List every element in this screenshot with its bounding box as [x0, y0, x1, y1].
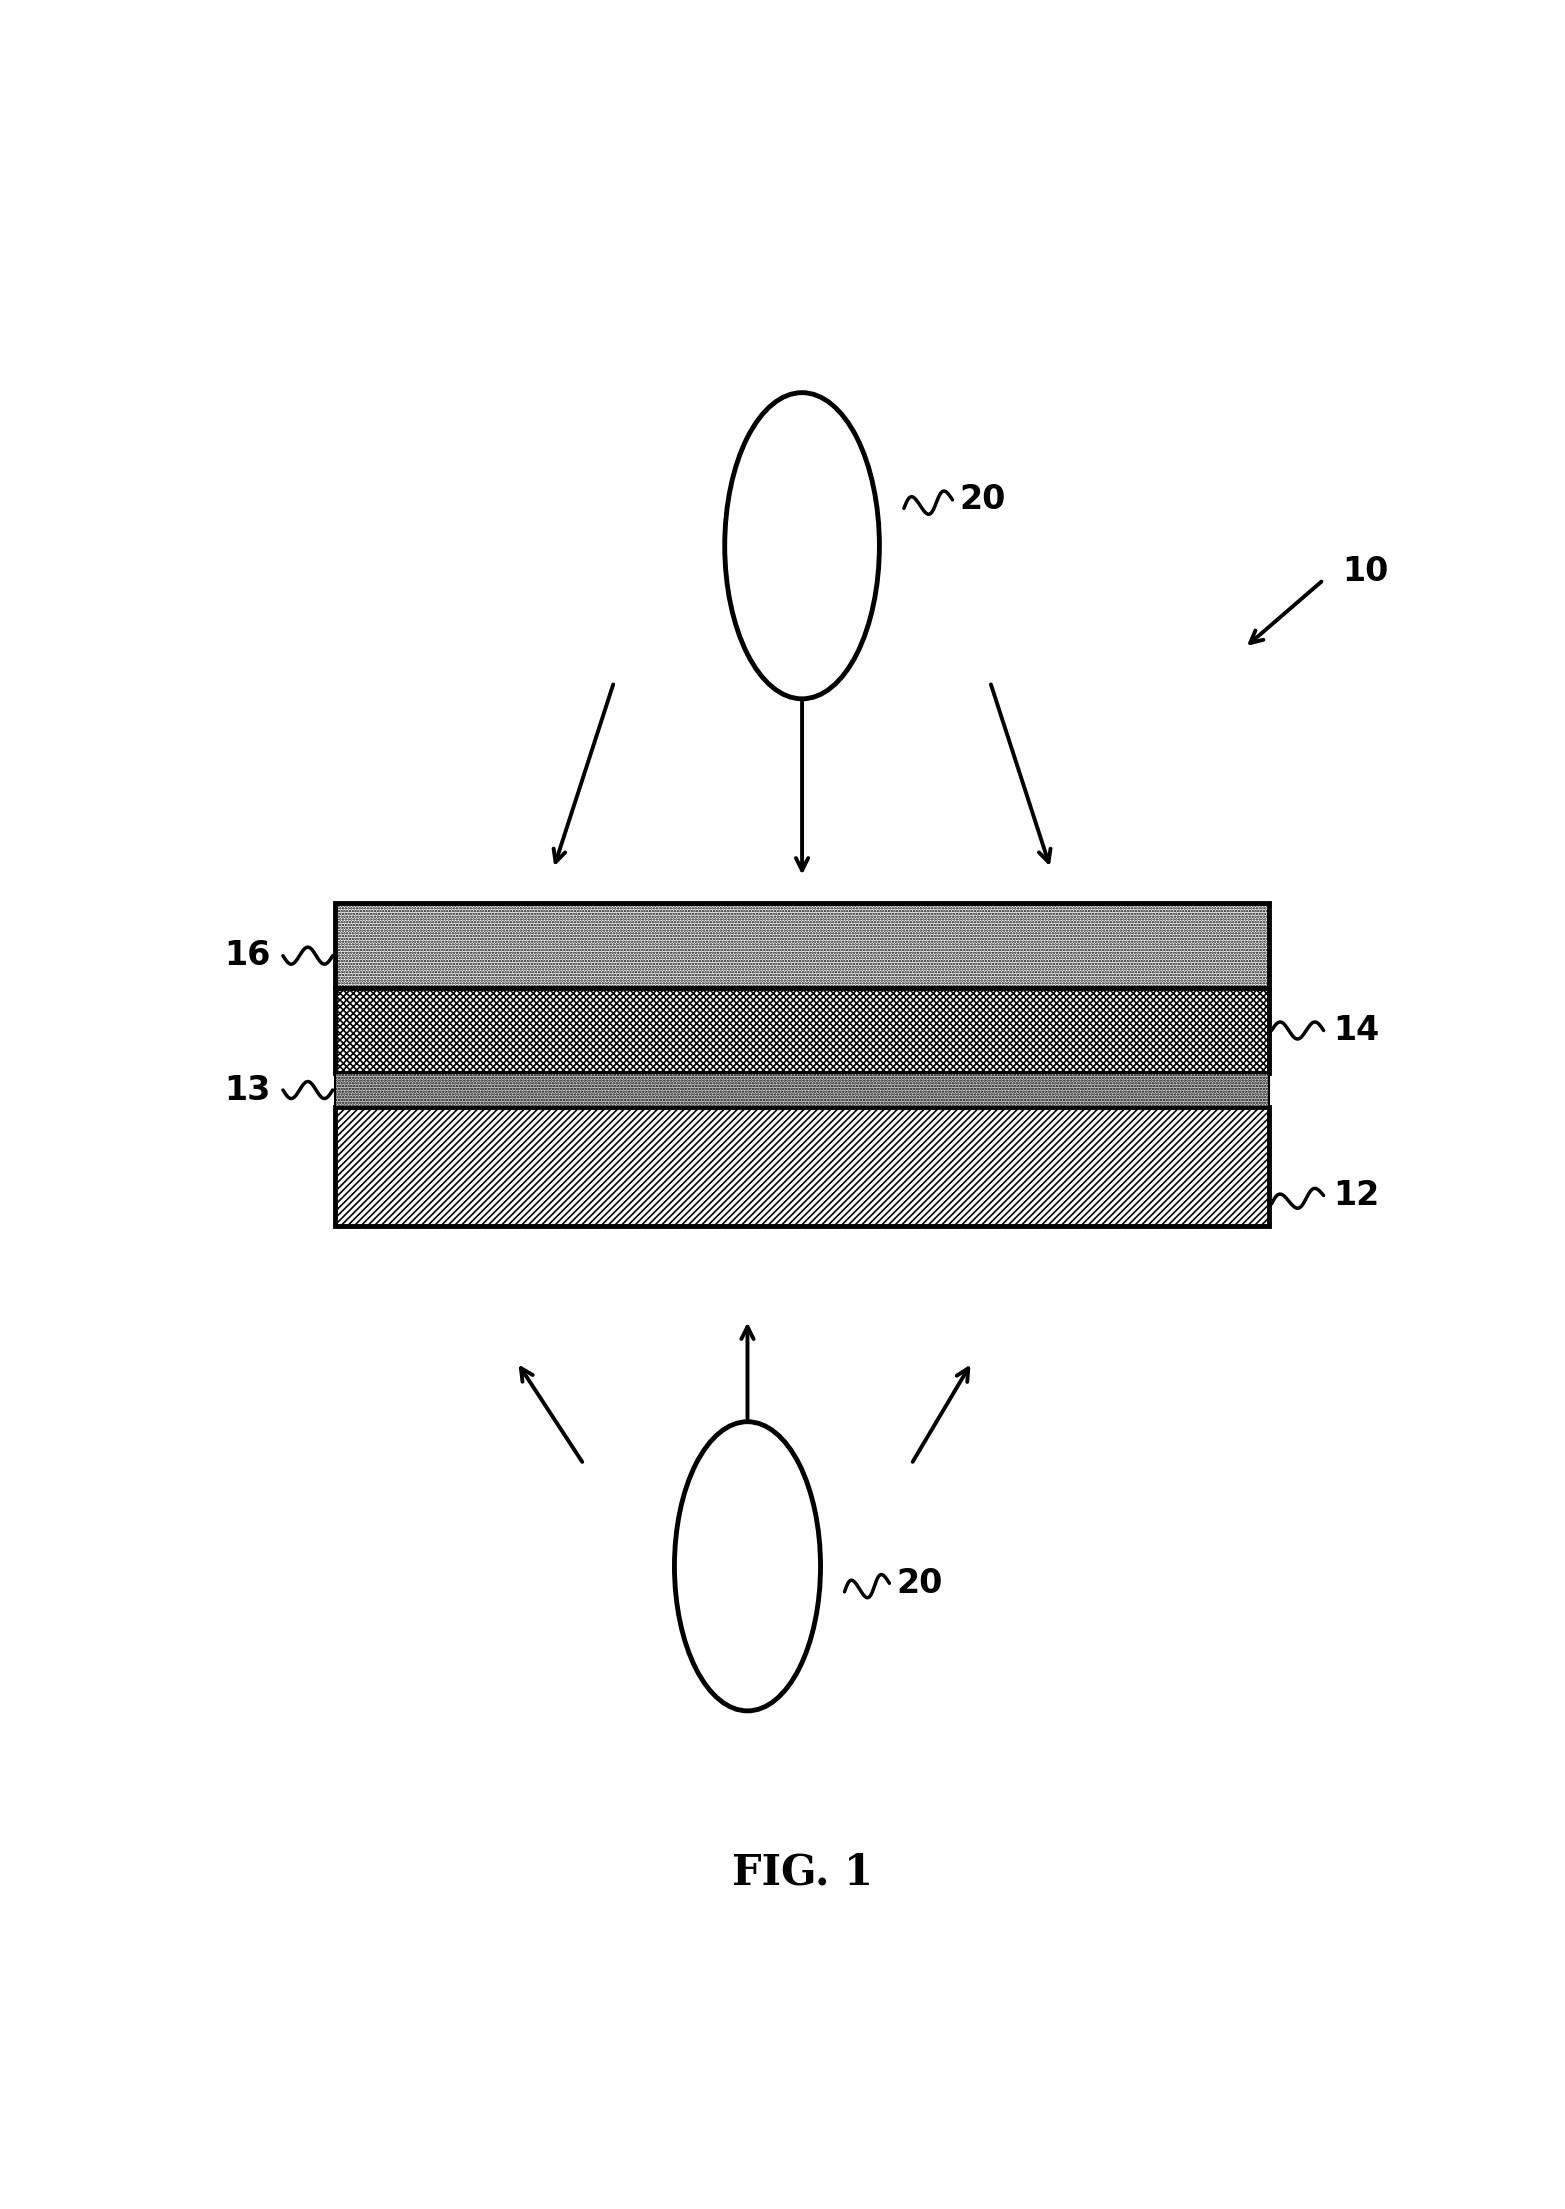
- Text: 20: 20: [897, 1566, 944, 1599]
- Text: 13: 13: [224, 1074, 271, 1107]
- Bar: [335, 987, 1269, 1074]
- Text: FIG. 1: FIG. 1: [731, 1851, 873, 1893]
- Text: 16: 16: [224, 939, 271, 972]
- Bar: [335, 903, 1269, 987]
- Ellipse shape: [675, 1423, 820, 1712]
- Ellipse shape: [725, 393, 880, 698]
- Bar: [335, 1107, 1269, 1226]
- Text: 12: 12: [1333, 1180, 1380, 1213]
- Bar: [335, 1074, 1269, 1107]
- Text: 20: 20: [959, 484, 1006, 517]
- Text: 14: 14: [1333, 1014, 1380, 1047]
- Text: 10: 10: [1341, 554, 1388, 588]
